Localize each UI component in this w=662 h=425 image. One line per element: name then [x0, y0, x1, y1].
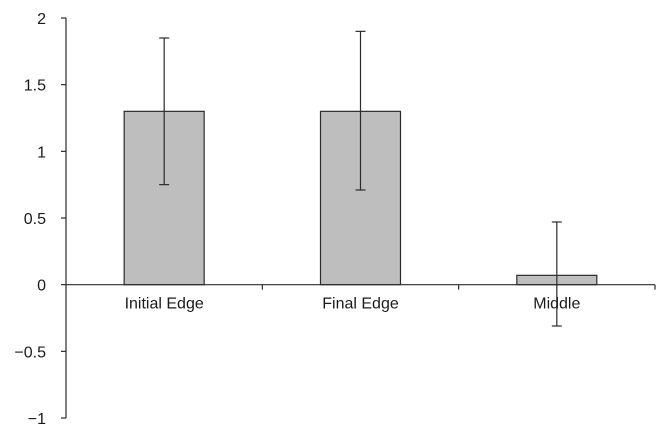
x-category-label: Middle: [533, 296, 580, 313]
labels-layer: −1 −0.5 0 0.5 1 1.5 2 Initial Edge Final Edge Mid…: [14, 11, 580, 425]
y-tick-label: −1: [28, 411, 46, 425]
error-bars-layer: [159, 30, 562, 327]
y-tick-label: −0.5: [14, 344, 46, 361]
y-tick-label: 2: [37, 11, 46, 28]
y-tick-label: 0.5: [24, 211, 46, 228]
y-tick-label: 1.5: [24, 78, 46, 95]
y-tick-label: 1: [37, 144, 46, 161]
x-category-label: Initial Edge: [125, 296, 204, 313]
x-category-label: Final Edge: [322, 296, 399, 313]
y-tick-label: 0: [37, 278, 46, 295]
